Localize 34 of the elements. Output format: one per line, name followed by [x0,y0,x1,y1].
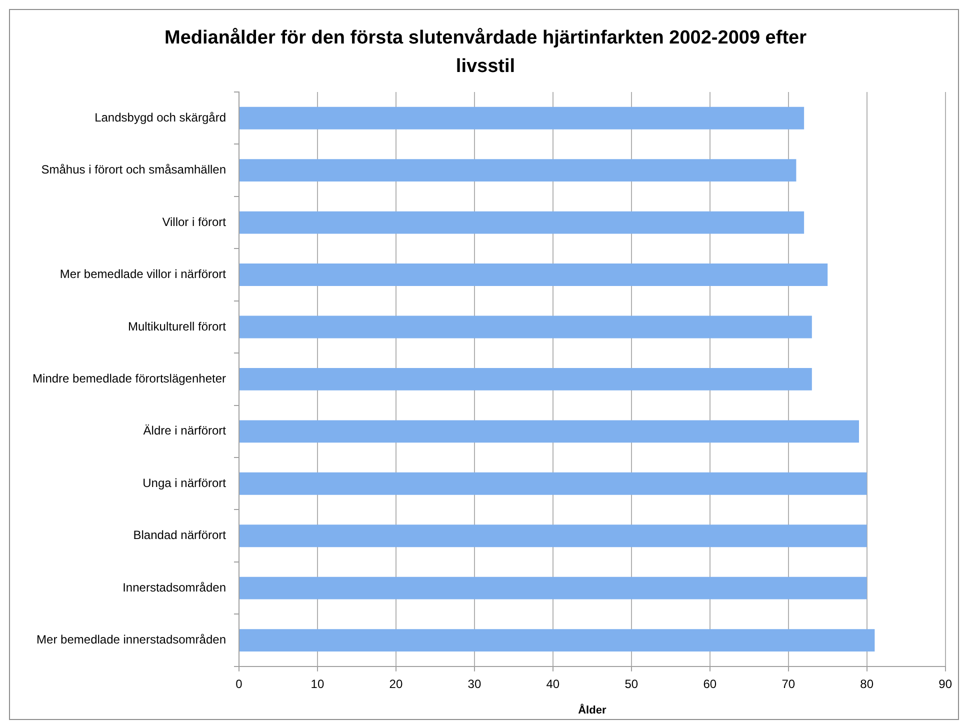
x-tick-label: 0 [236,676,243,691]
y-tick-label: Blandad närförort [133,528,227,542]
y-tick-label: Äldre i närförort [143,424,227,438]
x-tick-label: 90 [938,676,952,691]
y-tick-label: Innerstadsområden [122,580,226,594]
bar [240,629,875,652]
x-tick-label: 30 [468,676,482,691]
bar [240,159,796,182]
chart-title: Medianålder för den första slutenvårdade hjärtinfarkten 2002-2009 efter livsstil [164,27,808,77]
bar [240,106,804,130]
bar [240,472,867,495]
x-axis-title: Ålder [578,703,607,716]
y-tick-label: Mer bemedlade innerstadsområden [36,632,226,647]
bar [240,524,867,548]
x-tick-label: 40 [546,676,560,691]
bar [240,264,828,286]
x-tick-label: 80 [860,676,874,691]
x-tick-label: 20 [389,676,403,691]
y-tick-label: Multikulturell förort [128,319,227,334]
x-tick-label: 60 [703,676,717,691]
bar [240,420,859,443]
y-tick-label: Unga i närförort [142,476,227,490]
bar [240,368,812,390]
bar [240,316,812,338]
y-tick-label: Småhus i förort och småsamhällen [41,162,226,177]
bar [240,576,867,600]
bar [240,211,804,234]
y-tick-label: Villor i förort [162,214,227,229]
x-tick-label: 10 [310,676,324,691]
x-tick-label: 70 [782,676,796,691]
y-tick-label: Mer bemedlade villor i närförort [60,267,227,282]
y-tick-label: Mindre bemedlade förortslägenheter [32,372,226,386]
y-tick-label: Landsbygd och skärgård [94,110,226,124]
x-tick-label: 50 [624,676,638,691]
